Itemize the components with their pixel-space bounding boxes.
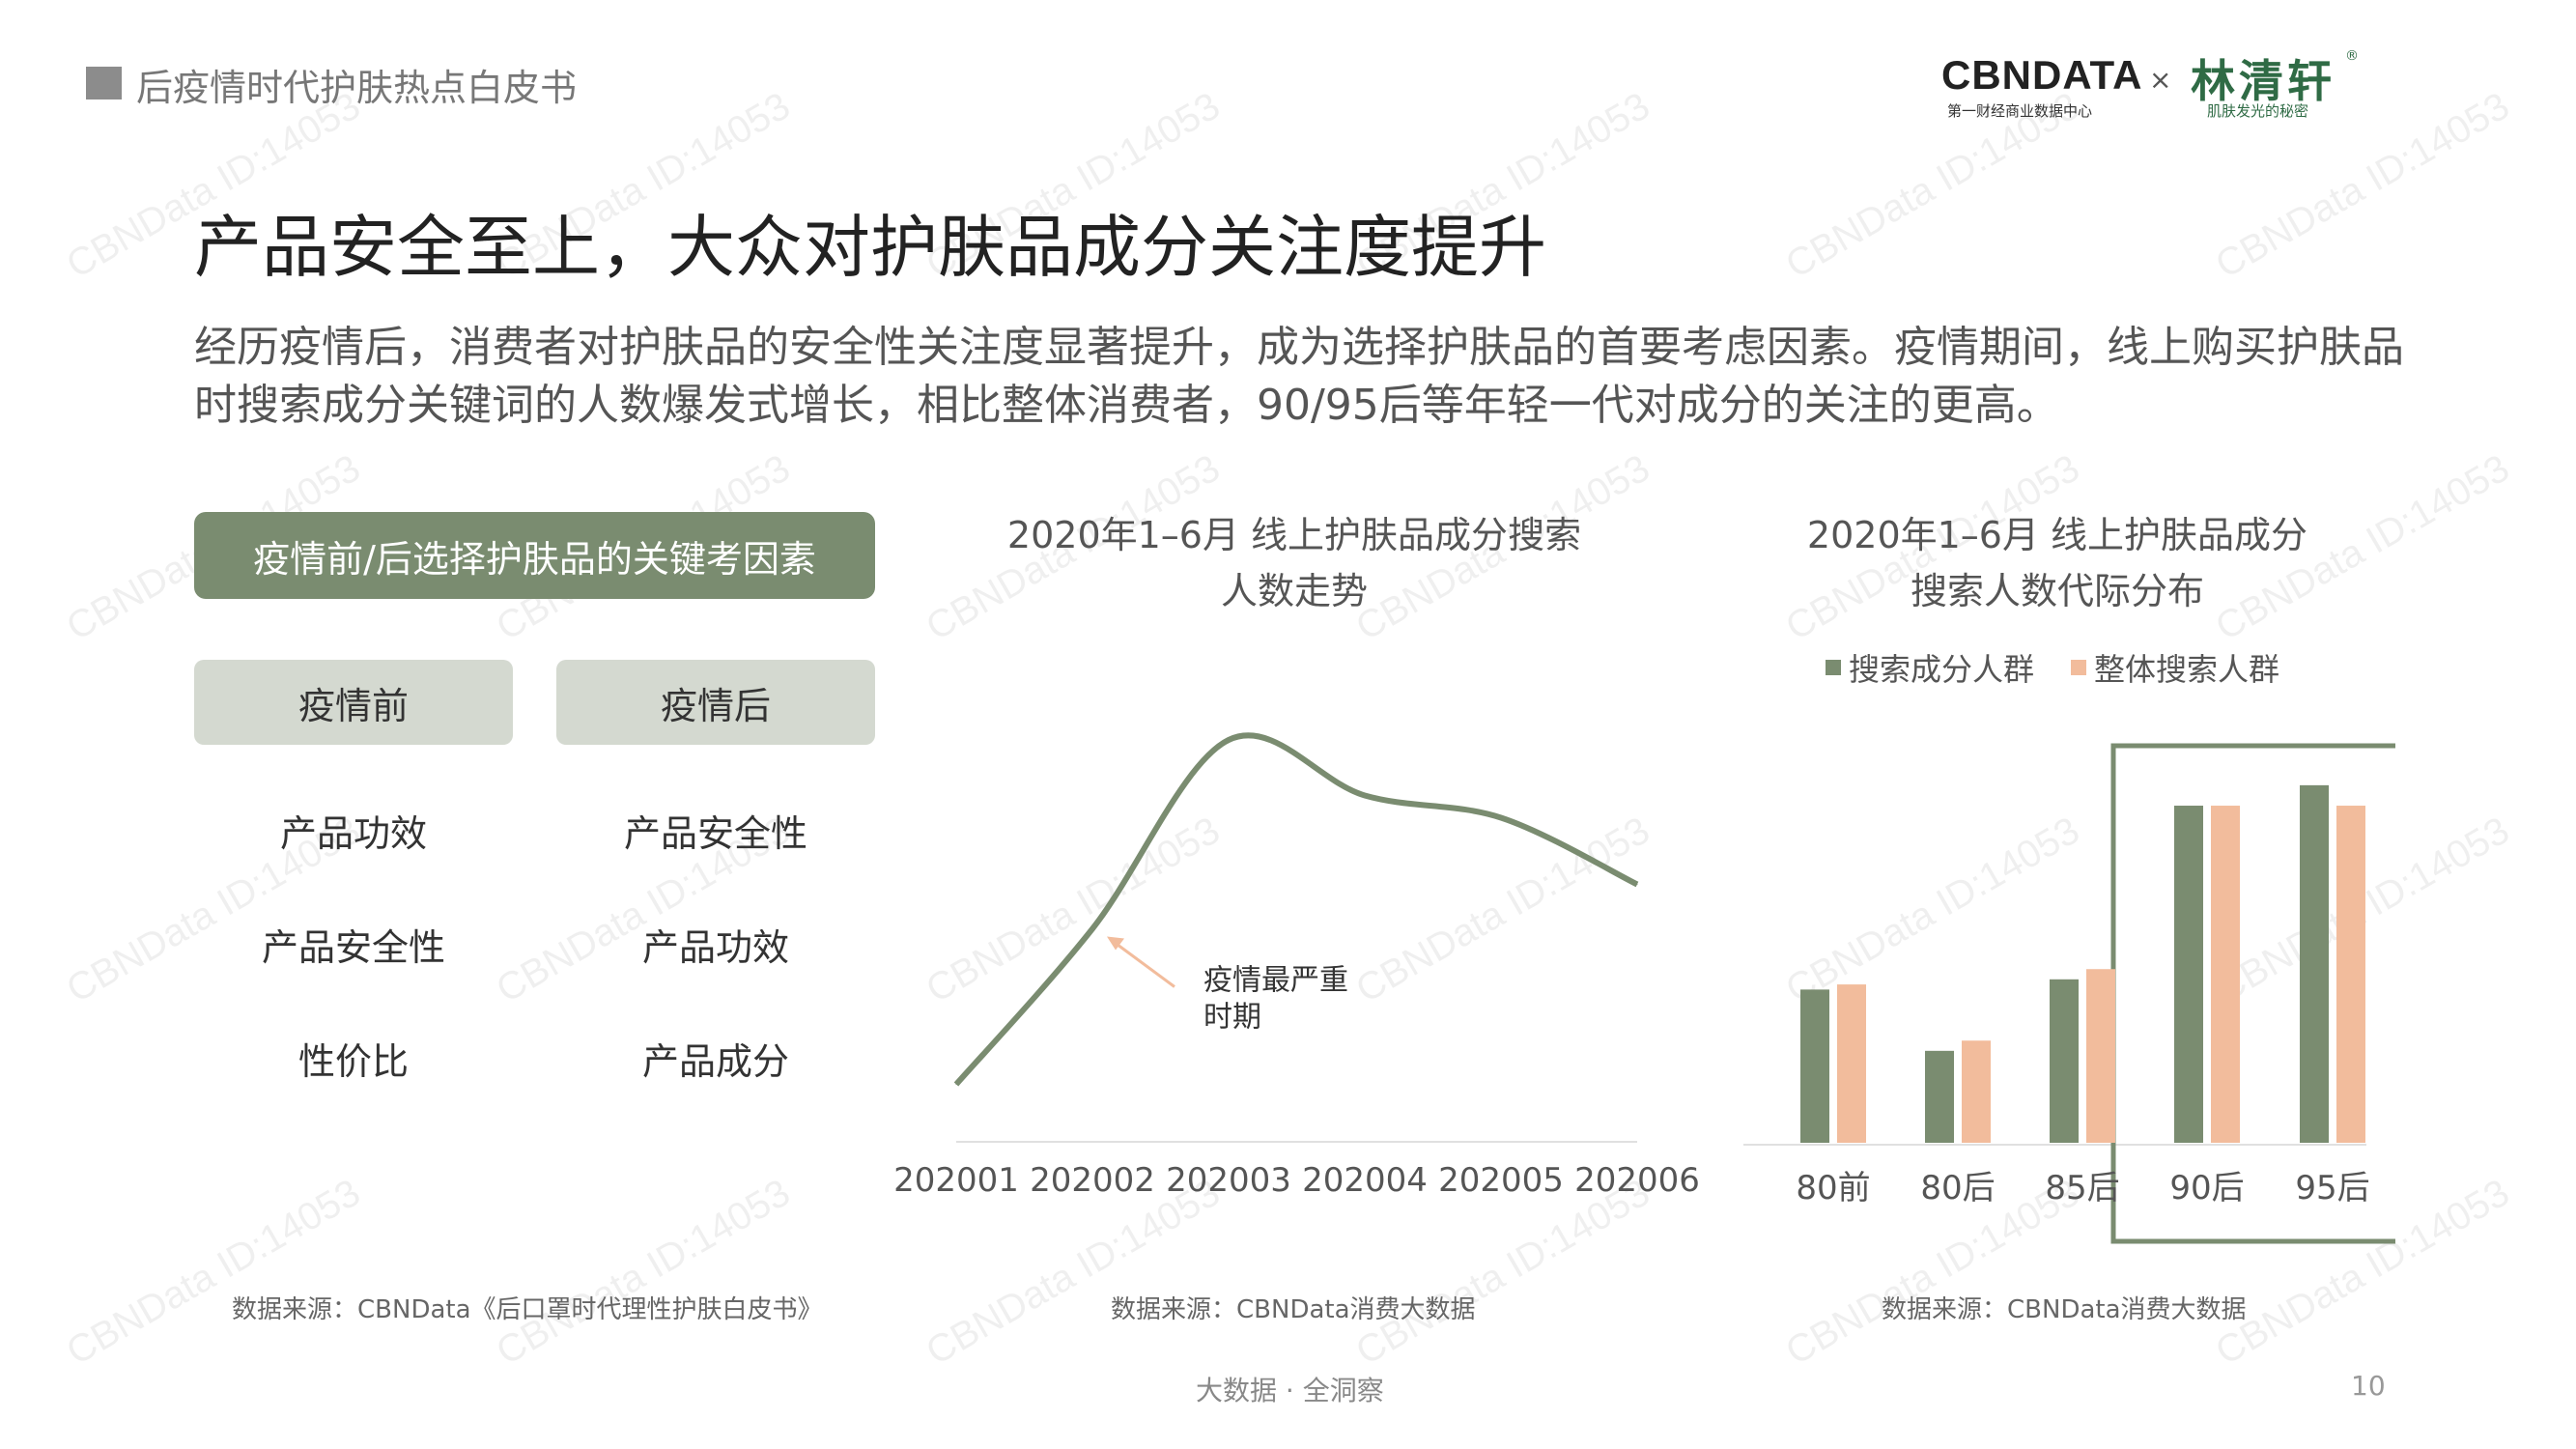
watermark-text: CBNData ID:14053	[59, 1171, 368, 1374]
bar-80前-整体搜索人群	[1837, 984, 1866, 1143]
logo-group: CBNDATA 第一财经商业数据中心 × 林清轩 ® 肌肤发光的秘密	[1941, 46, 2366, 124]
bar-95后-整体搜索人群	[2336, 806, 2365, 1143]
bar-80后-搜索成分人群	[1925, 1050, 1954, 1143]
page-number: 10	[2351, 1370, 2386, 1402]
bar-x-tick-85后: 85后	[2045, 1169, 2119, 1208]
line-chart-title-line-1: 2020年1–6月 线上护肤品成分搜索	[1006, 514, 1582, 556]
annotation-text-line-2: 时期	[1203, 1001, 1261, 1035]
legend-swatch-search	[1826, 660, 1841, 675]
factors-source: 数据来源：CBNData《后口罩时代理性护肤白皮书》	[232, 1295, 823, 1324]
legend-swatch-overall	[2071, 660, 2087, 675]
line-chart-source: 数据来源：CBNData消费大数据	[1111, 1295, 1476, 1324]
report-title: 后疫情时代护肤热点白皮书	[136, 67, 578, 109]
line-chart: 202001 202002 202003 202004 202005 202006 疫情最严…	[893, 732, 1700, 1200]
partner-logo: 林清轩	[2191, 55, 2335, 107]
line-x-tick-202001: 202001	[893, 1161, 1019, 1200]
before-factor-1: 产品功效	[279, 812, 427, 855]
after-factor-3: 产品成分	[641, 1040, 789, 1083]
bar-x-tick-90后: 90后	[2169, 1169, 2244, 1208]
legend-label-search: 搜索成分人群	[1849, 651, 2035, 688]
slide-paragraph: 经历疫情后，消费者对护肤品的安全性关注度显著提升，成为选择护肤品的首要考虑因素。…	[194, 323, 2404, 430]
line-point-202003	[1228, 739, 1230, 741]
annotation-arrow-head	[1107, 936, 1124, 951]
line-point-202005	[1500, 817, 1502, 818]
watermark-text: CBNData ID:14053	[489, 1171, 798, 1374]
after-factor-1: 产品安全性	[623, 812, 807, 855]
after-factor-2: 产品功效	[641, 926, 789, 969]
annotation-text-line-1: 疫情最严重	[1203, 964, 1348, 998]
bar-80前-搜索成分人群	[1800, 989, 1829, 1143]
line-point-202001	[955, 1084, 957, 1085]
line-point-202002	[1091, 928, 1093, 929]
line-series	[953, 732, 1639, 1087]
line-point-202004	[1364, 795, 1366, 796]
bar-chart-title-line-2: 搜索人数代际分布	[1910, 570, 2204, 612]
bar-95后-搜索成分人群	[2300, 784, 2329, 1143]
factors-heading: 疫情前/后选择护肤品的关键考因素	[194, 512, 875, 599]
line-chart-title-line-2: 人数走势	[1220, 570, 1368, 612]
line-x-tick-202005: 202005	[1438, 1161, 1564, 1200]
line-x-tick-202006: 202006	[1574, 1161, 1700, 1200]
line-chart-title: 2020年1–6月 线上护肤品成分搜索 人数走势	[908, 507, 1681, 619]
bar-85后-搜索成分人群	[2050, 979, 2079, 1143]
before-factor-3: 性价比	[297, 1040, 409, 1083]
before-factor-2: 产品安全性	[261, 926, 445, 969]
slide-title: 产品安全至上，大众对护肤品成分关注度提升	[194, 208, 1546, 287]
header-marker	[86, 67, 122, 99]
bar-80后-整体搜索人群	[1962, 1040, 1991, 1143]
bar-chart-title-line-1: 2020年1–6月 线上护肤品成分	[1806, 514, 2308, 556]
cbndata-logo-subtitle: 第一财经商业数据中心	[1947, 102, 2093, 120]
logo-separator: ×	[2149, 64, 2172, 96]
bar-chart-title: 2020年1–6月 线上护肤品成分 搜索人数代际分布	[1719, 507, 2395, 619]
bar-chart-source: 数据来源：CBNData消费大数据	[1882, 1295, 2247, 1324]
partner-logo-subtitle: 肌肤发光的秘密	[2207, 102, 2309, 120]
registered-mark: ®	[2345, 48, 2359, 64]
bar-chart-legend: 搜索成分人群 整体搜索人群	[1826, 645, 2279, 690]
bar-chart: 80前 80后 85后 90后 95后	[1743, 743, 2395, 1244]
bar-x-tick-95后: 95后	[2295, 1169, 2369, 1208]
bar-85后-整体搜索人群	[2086, 969, 2115, 1143]
bar-90后-整体搜索人群	[2211, 806, 2240, 1143]
annotation-arrow-line	[1111, 939, 1175, 988]
line-x-tick-202003: 202003	[1166, 1161, 1291, 1200]
footer-tagline: 大数据 · 全洞察	[1196, 1375, 1384, 1406]
line-point-202006	[1636, 884, 1638, 885]
line-x-tick-202002: 202002	[1030, 1161, 1155, 1200]
legend-label-overall: 整体搜索人群	[2094, 651, 2280, 688]
bar-x-tick-80后: 80后	[1920, 1169, 1995, 1208]
cbndata-logo: CBNDATA	[1941, 52, 2143, 98]
bar-90后-搜索成分人群	[2174, 806, 2203, 1143]
line-x-tick-202004: 202004	[1302, 1161, 1428, 1200]
bar-x-tick-80前: 80前	[1796, 1169, 1870, 1208]
before-label: 疫情前	[194, 660, 513, 745]
after-label: 疫情后	[556, 660, 875, 745]
